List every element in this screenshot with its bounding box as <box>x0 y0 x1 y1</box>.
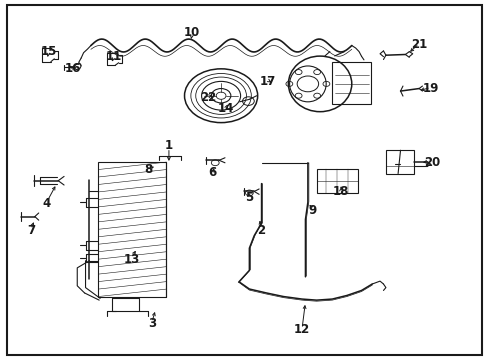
Text: 12: 12 <box>293 323 309 336</box>
Text: 13: 13 <box>123 253 139 266</box>
Text: 20: 20 <box>423 156 440 169</box>
Text: 19: 19 <box>422 82 438 95</box>
Text: 4: 4 <box>43 197 51 210</box>
Text: 14: 14 <box>217 103 234 116</box>
Text: 11: 11 <box>105 50 122 63</box>
Text: 3: 3 <box>147 317 156 330</box>
Text: 22: 22 <box>200 91 216 104</box>
Text: 5: 5 <box>245 192 253 204</box>
Bar <box>385 150 413 174</box>
Text: 17: 17 <box>259 75 275 88</box>
Bar <box>331 62 370 104</box>
Text: 15: 15 <box>40 45 57 58</box>
Text: 18: 18 <box>332 185 348 198</box>
Text: 1: 1 <box>164 139 173 152</box>
Text: 21: 21 <box>410 38 427 51</box>
Text: 16: 16 <box>64 62 81 75</box>
Bar <box>98 162 166 297</box>
Text: 8: 8 <box>143 163 152 176</box>
Text: 9: 9 <box>308 204 316 217</box>
Bar <box>316 169 357 193</box>
Text: 10: 10 <box>183 27 200 40</box>
Text: 6: 6 <box>208 166 217 179</box>
Text: 2: 2 <box>257 224 265 237</box>
Text: 7: 7 <box>27 224 35 238</box>
